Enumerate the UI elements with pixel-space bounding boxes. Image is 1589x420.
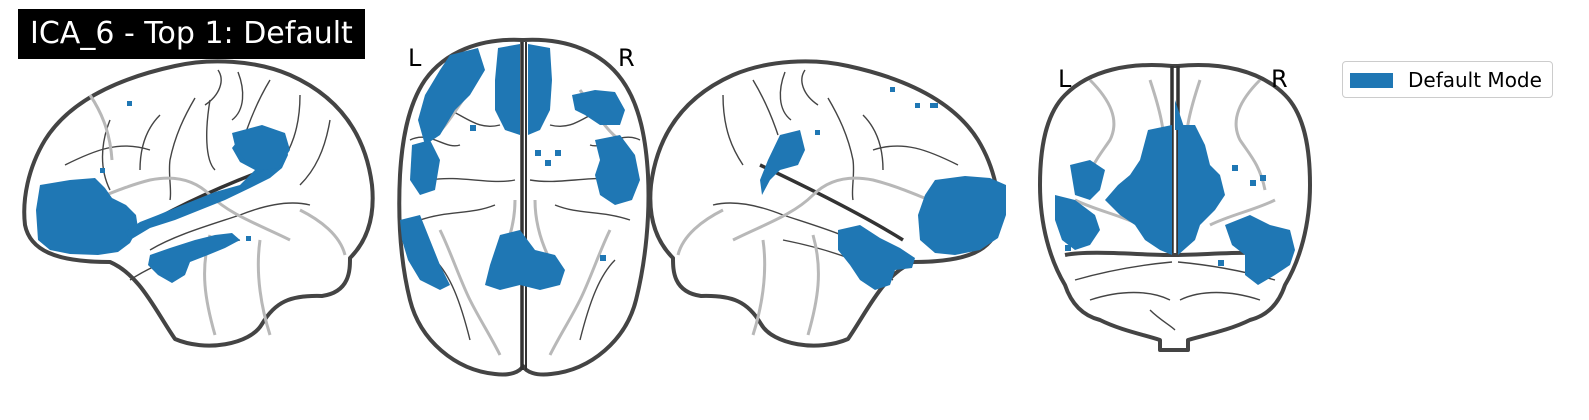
figure-title: ICA_6 - Top 1: Default: [18, 9, 365, 59]
axial-right-label: R: [618, 44, 635, 72]
coronal-view: L R: [1038, 63, 1312, 352]
coronal-outline: [1038, 63, 1312, 352]
coronal-activation: [1055, 100, 1295, 285]
legend-swatch-default-mode: [1350, 73, 1393, 88]
coronal-right-label: R: [1271, 65, 1288, 93]
legend-label-default-mode: Default Mode: [1408, 68, 1542, 92]
axial-left-label: L: [408, 44, 422, 72]
coronal-left-label: L: [1058, 65, 1072, 93]
sagittal-left-outline: [22, 59, 375, 348]
sagittal-right-sulci: [712, 69, 959, 281]
sagittal-left-activation: [36, 101, 290, 283]
sagittal-right-activation: [760, 87, 1006, 290]
legend: Default Mode: [1342, 61, 1553, 98]
sagittal-left-view: [22, 59, 375, 348]
axial-view: L R: [397, 37, 651, 377]
sagittal-right-view: [648, 59, 1006, 348]
axial-activation: [400, 44, 640, 290]
